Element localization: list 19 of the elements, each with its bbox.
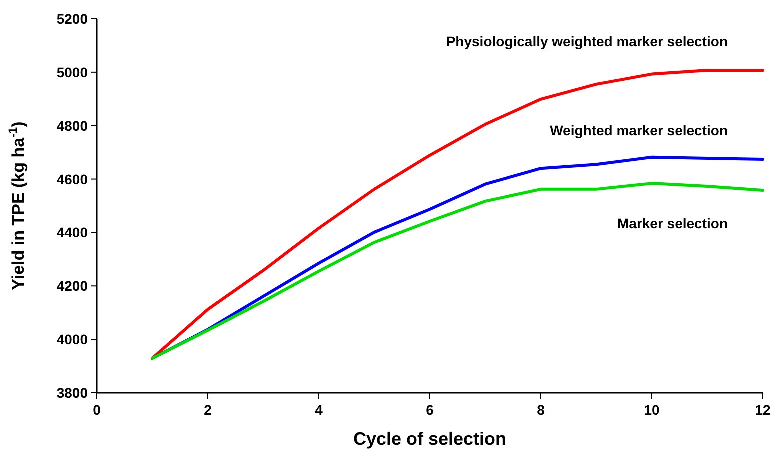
y-tick-label: 4600 xyxy=(56,171,88,188)
x-tick-label: 4 xyxy=(315,402,324,418)
series-label: Weighted marker selection xyxy=(550,122,728,139)
y-tick-label: 5200 xyxy=(56,11,88,27)
x-tick-label: 0 xyxy=(93,402,102,418)
y-tick-label: 4800 xyxy=(56,118,88,134)
y-tick-label: 5000 xyxy=(56,64,88,80)
y-tick-label: 4400 xyxy=(56,224,88,241)
x-tick-label: 2 xyxy=(204,402,212,418)
y-tick-label: 4000 xyxy=(56,332,88,348)
series-label: Marker selection xyxy=(618,216,728,232)
series-label: Physiologically weighted marker selection xyxy=(446,34,728,50)
y-tick-label: 3800 xyxy=(56,385,88,401)
x-axis-title: Cycle of selection xyxy=(353,429,507,449)
x-tick-label: 10 xyxy=(644,402,660,418)
x-tick-label: 12 xyxy=(755,402,771,418)
x-tick-label: 8 xyxy=(537,402,546,418)
y-tick-label: 4200 xyxy=(56,278,88,294)
x-tick-label: 6 xyxy=(426,402,434,418)
